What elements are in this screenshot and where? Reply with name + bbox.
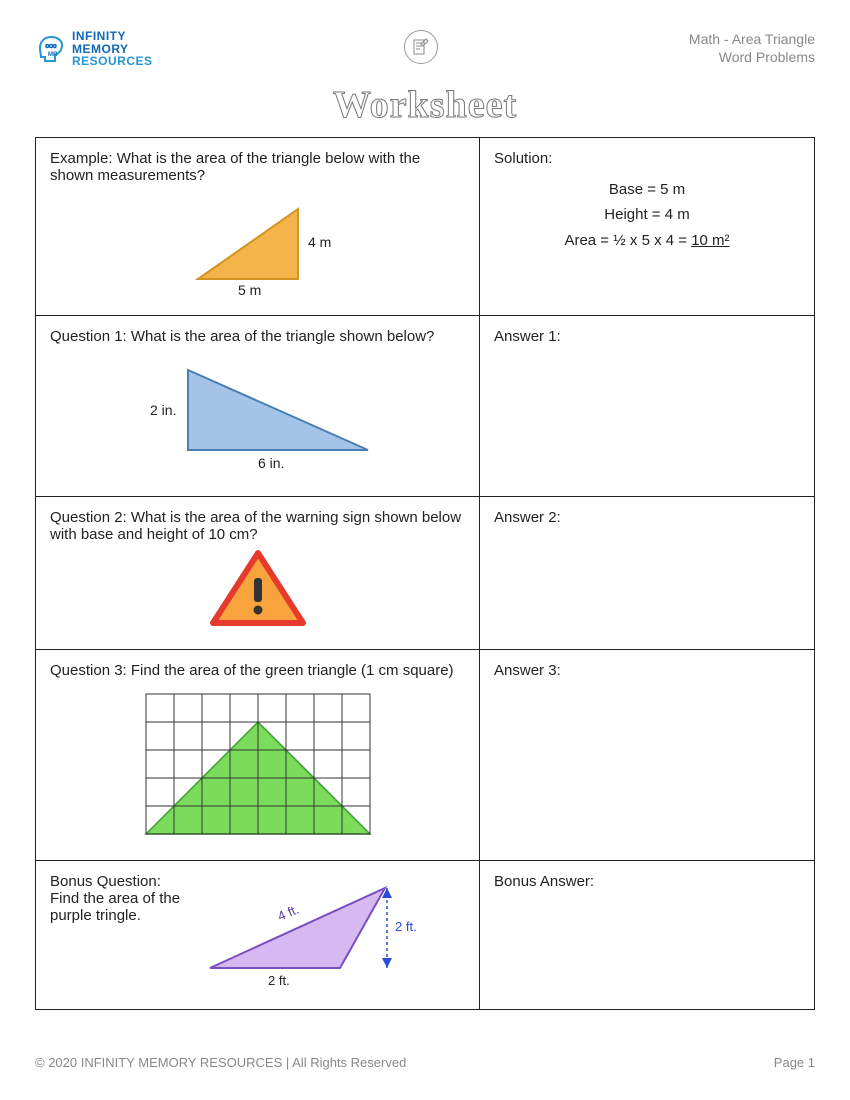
example-height-label: 4 m bbox=[308, 234, 331, 250]
page-header: MR INFINITY MEMORY RESOURCES Math - Area… bbox=[35, 30, 815, 68]
q2-answer-label: Answer 2: bbox=[494, 509, 800, 526]
logo-line1: INFINITY bbox=[72, 30, 153, 43]
solution-lines: Base = 5 m Height = 4 m Area = ½ x 5 x 4… bbox=[494, 177, 800, 254]
q1-figure: 2 in. 6 in. bbox=[50, 350, 465, 484]
worksheet-icon bbox=[404, 30, 438, 64]
bonus-base-label: 2 ft. bbox=[268, 973, 290, 988]
footer-copyright: © 2020 INFINITY MEMORY RESOURCES | All R… bbox=[35, 1055, 406, 1070]
q2-figure bbox=[50, 548, 465, 637]
svg-text:MR: MR bbox=[48, 52, 58, 58]
solution-area: Area = ½ x 5 x 4 = 10 m² bbox=[494, 228, 800, 254]
row-q3: Question 3: Find the area of the green t… bbox=[36, 649, 815, 860]
bonus-answer-label: Bonus Answer: bbox=[494, 873, 800, 890]
worksheet-title: Worksheet bbox=[35, 83, 815, 127]
bonus-question: Bonus Question: Find the area of the pur… bbox=[50, 873, 180, 924]
logo-line3: RESOURCES bbox=[72, 55, 153, 68]
q1-height-label: 2 in. bbox=[150, 402, 176, 418]
row-q2: Question 2: What is the area of the warn… bbox=[36, 496, 815, 649]
row-q1: Question 1: What is the area of the tria… bbox=[36, 315, 815, 496]
example-question: Example: What is the area of the triangl… bbox=[50, 150, 465, 184]
row-example: Example: What is the area of the triangl… bbox=[36, 137, 815, 315]
bonus-height-label: 2 ft. bbox=[395, 919, 417, 934]
q2-question: Question 2: What is the area of the warn… bbox=[50, 509, 465, 543]
subject-line2: Word Problems bbox=[689, 48, 815, 66]
bonus-figure: 4 ft. 2 ft. 2 ft. bbox=[190, 873, 430, 997]
worksheet-table: Example: What is the area of the triangl… bbox=[35, 137, 815, 1010]
bonus-hyp-label: 4 ft. bbox=[275, 901, 301, 923]
subject-line1: Math - Area Triangle bbox=[689, 30, 815, 48]
solution-title: Solution: bbox=[494, 150, 800, 167]
q3-question: Question 3: Find the area of the green t… bbox=[50, 662, 465, 679]
solution-height: Height = 4 m bbox=[494, 202, 800, 228]
q1-answer-label: Answer 1: bbox=[494, 328, 800, 345]
q1-question: Question 1: What is the area of the tria… bbox=[50, 328, 465, 345]
q3-answer-label: Answer 3: bbox=[494, 662, 800, 679]
subject-header: Math - Area Triangle Word Problems bbox=[689, 30, 815, 66]
solution-base: Base = 5 m bbox=[494, 177, 800, 203]
example-figure: 4 m 5 m bbox=[50, 189, 465, 303]
q3-figure bbox=[50, 684, 465, 848]
q1-base-label: 6 in. bbox=[258, 455, 284, 471]
page-footer: © 2020 INFINITY MEMORY RESOURCES | All R… bbox=[35, 1055, 815, 1070]
footer-page: Page 1 bbox=[774, 1055, 815, 1070]
brand-logo: MR INFINITY MEMORY RESOURCES bbox=[35, 30, 153, 68]
row-bonus: Bonus Question: Find the area of the pur… bbox=[36, 860, 815, 1009]
infinity-head-icon: MR bbox=[35, 33, 67, 65]
example-base-label: 5 m bbox=[238, 282, 261, 298]
